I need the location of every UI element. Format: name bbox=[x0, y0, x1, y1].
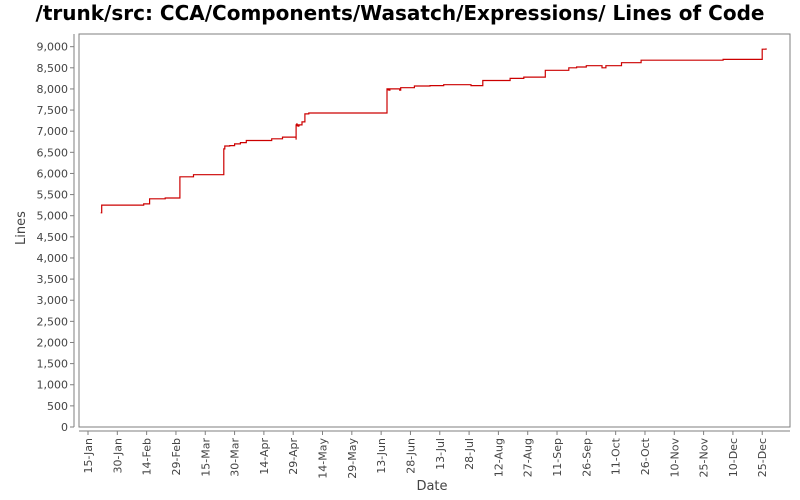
x-tick-label: 15-Mar bbox=[199, 438, 212, 477]
y-tick-label: 500 bbox=[47, 400, 68, 413]
x-tick-label: 14-Feb bbox=[141, 438, 154, 475]
y-axis-label: Lines bbox=[14, 211, 29, 245]
x-tick-label: 25-Dec bbox=[756, 438, 769, 477]
y-tick-label: 2,000 bbox=[37, 336, 69, 349]
x-axis: 15-Jan 30-Jan 14-Feb 29-Feb 15-Mar 30-Mar 14-A… bbox=[79, 430, 790, 479]
y-tick-label: 1,000 bbox=[37, 379, 69, 392]
x-tick-label: 27-Aug bbox=[522, 438, 535, 477]
x-tick-label: 15-Jan bbox=[82, 438, 95, 474]
y-tick-label: 1,500 bbox=[37, 358, 69, 371]
y-tick-label: 5,000 bbox=[37, 210, 69, 223]
x-tick-label: 10-Nov bbox=[668, 438, 681, 478]
y-axis: 0 500 1,000 1,500 2,000 2,500 3,000 3,500 4,000 4… bbox=[37, 34, 75, 434]
y-tick-label: 7,000 bbox=[37, 125, 69, 138]
x-tick-label: 11-Sep bbox=[551, 438, 564, 477]
chart-title: /trunk/src: CCA/Components/Wasatch/Expre… bbox=[36, 1, 765, 25]
x-tick-label: 30-Jan bbox=[111, 438, 124, 474]
y-tick-label: 8,000 bbox=[37, 83, 69, 96]
x-tick-label: 10-Dec bbox=[727, 438, 740, 477]
x-axis-label: Date bbox=[416, 479, 447, 494]
x-tick-label: 26-Sep bbox=[580, 438, 593, 477]
x-tick-label: 29-May bbox=[346, 438, 359, 479]
y-tick-label: 4,500 bbox=[37, 231, 69, 244]
y-tick-label: 4,000 bbox=[37, 252, 69, 265]
x-tick-label: 28-Jul bbox=[463, 438, 476, 470]
x-tick-label: 26-Oct bbox=[639, 437, 652, 475]
x-tick-label: 13-Jul bbox=[434, 438, 447, 470]
y-tick-label: 5,500 bbox=[37, 189, 69, 202]
series-layer bbox=[100, 48, 767, 214]
y-tick-label: 0 bbox=[61, 421, 68, 434]
y-tick-label: 6,000 bbox=[37, 167, 69, 180]
x-tick-label: 25-Nov bbox=[698, 438, 711, 478]
x-tick-label: 14-Apr bbox=[258, 438, 271, 475]
series-line bbox=[100, 48, 767, 214]
x-tick-label: 13-Jun bbox=[375, 438, 388, 474]
y-tick-label: 9,000 bbox=[37, 41, 69, 54]
plot-area bbox=[78, 33, 791, 428]
x-tick-label: 28-Jun bbox=[404, 438, 417, 474]
x-tick-label: 29-Feb bbox=[170, 438, 183, 475]
x-tick-label: 30-Mar bbox=[229, 438, 242, 477]
y-tick-label: 3,000 bbox=[37, 294, 69, 307]
y-tick-label: 6,500 bbox=[37, 146, 69, 159]
y-tick-label: 7,500 bbox=[37, 104, 69, 117]
x-tick-label: 11-Oct bbox=[610, 437, 623, 475]
x-tick-label: 14-May bbox=[317, 438, 330, 479]
x-tick-label: 29-Apr bbox=[287, 438, 300, 475]
y-tick-label: 8,500 bbox=[37, 62, 69, 75]
y-tick-label: 2,500 bbox=[37, 315, 69, 328]
y-tick-label: 3,500 bbox=[37, 273, 69, 286]
x-tick-label: 12-Aug bbox=[492, 438, 505, 477]
